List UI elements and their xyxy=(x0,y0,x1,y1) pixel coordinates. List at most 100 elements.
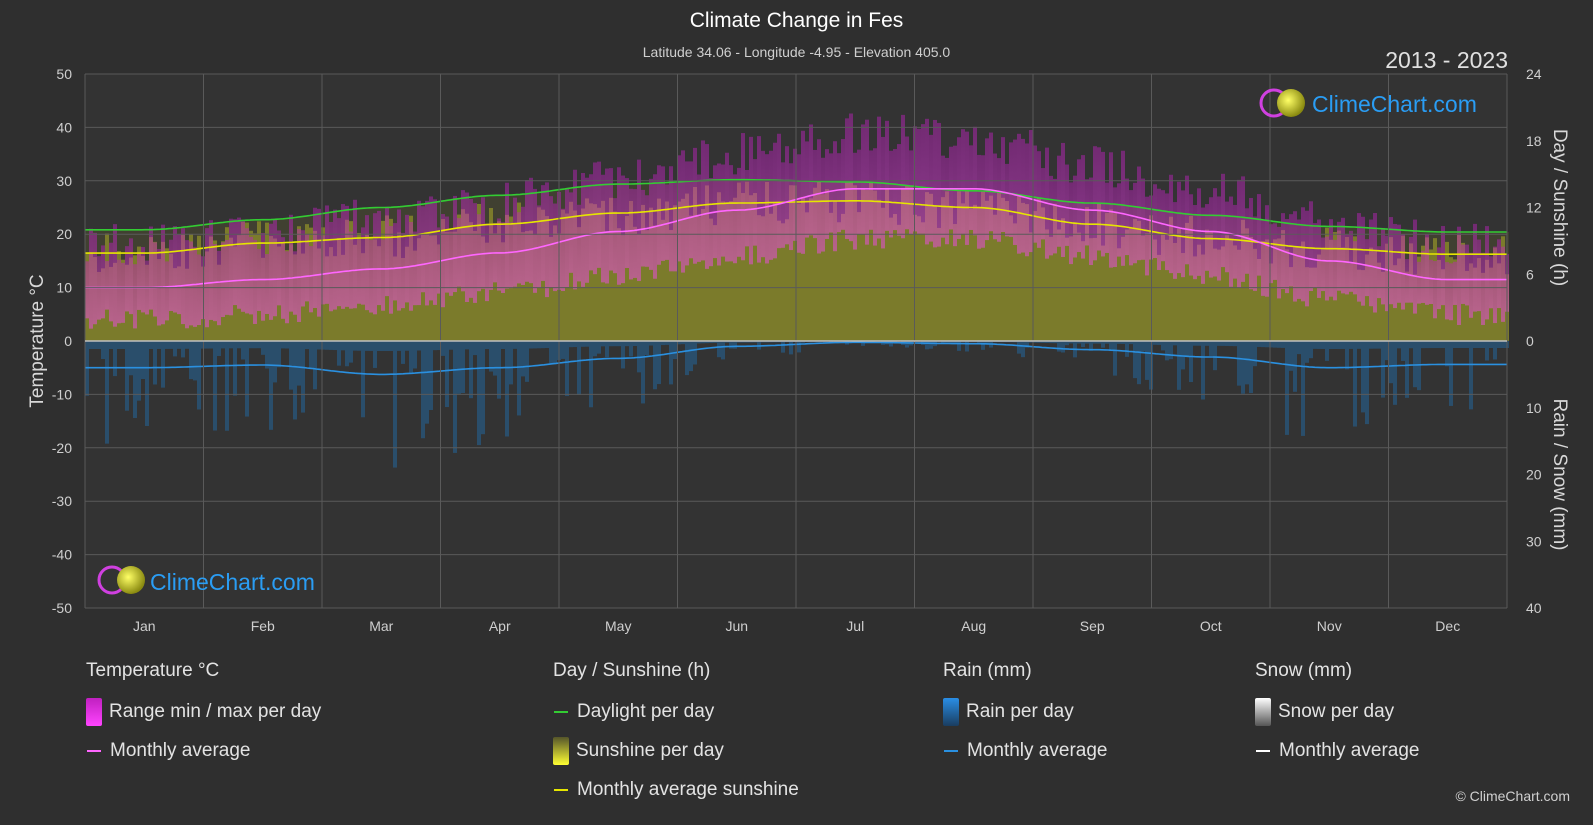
temp-range-bar xyxy=(125,246,129,312)
temp-range-bar xyxy=(1389,217,1393,305)
temp-range-bar xyxy=(521,206,525,285)
rain-bar xyxy=(433,341,437,351)
rain-bar xyxy=(725,341,729,343)
temp-range-bar xyxy=(1397,224,1401,303)
temp-range-bar xyxy=(621,175,625,284)
temp-range-bar xyxy=(1001,137,1005,232)
rain-bar xyxy=(585,341,589,347)
temp-range-bar xyxy=(869,150,873,230)
sunshine-bar xyxy=(673,205,677,341)
temp-range-bar xyxy=(1109,152,1113,268)
temp-range-bar xyxy=(1209,197,1213,278)
temp-range-bar xyxy=(1249,197,1253,290)
sunshine-bar xyxy=(885,188,889,341)
temp-range-bar xyxy=(873,148,877,246)
right-hours-tick-label: 0 xyxy=(1526,333,1534,349)
temp-range-bar xyxy=(1385,235,1389,312)
rain-bar xyxy=(1345,341,1349,370)
rain-bar xyxy=(1397,341,1401,349)
sunshine-bar xyxy=(1065,237,1069,341)
temp-range-bar xyxy=(1297,219,1301,299)
temp-range-bar xyxy=(1309,201,1313,292)
temp-range-bar xyxy=(137,252,141,310)
rain-bar xyxy=(237,341,241,349)
temp-range-bar xyxy=(313,207,317,309)
rain-bar xyxy=(553,341,557,364)
temp-range-bar xyxy=(1101,151,1105,257)
rain-bar xyxy=(1441,341,1445,349)
sunshine-bar xyxy=(729,201,733,341)
sunshine-bar xyxy=(1185,222,1189,341)
sunshine-bar xyxy=(1101,245,1105,341)
temp-range-bar xyxy=(1237,179,1241,288)
temp-range-bar xyxy=(1013,139,1017,245)
month-label: Nov xyxy=(1317,618,1342,634)
rain-bar xyxy=(253,341,257,349)
sunshine-bar xyxy=(1105,212,1109,341)
sunshine-bar xyxy=(817,181,821,341)
month-label: Dec xyxy=(1435,618,1460,634)
temp-range-bar xyxy=(1425,233,1429,305)
sunshine-bar xyxy=(521,232,525,341)
right-mm-tick-label: 20 xyxy=(1526,467,1542,483)
rain-bar xyxy=(305,341,309,350)
temp-range-bar xyxy=(657,165,661,265)
sunshine-bar xyxy=(1121,236,1125,341)
temp-range-bar xyxy=(681,150,685,273)
temp-range-bar xyxy=(1429,259,1433,305)
rain-bar xyxy=(981,341,985,350)
temp-range-bar xyxy=(177,234,181,315)
temp-range-bar xyxy=(321,235,325,305)
rain-bar xyxy=(1253,341,1257,367)
sunshine-bar xyxy=(1213,248,1217,341)
temp-range-bar xyxy=(1325,236,1329,301)
sunshine-bar xyxy=(1269,263,1273,341)
temp-range-bar xyxy=(553,203,557,292)
rain-bar xyxy=(1173,341,1177,346)
temp-range-bar xyxy=(889,150,893,238)
temp-range-bar xyxy=(317,208,321,317)
rain-bar xyxy=(673,341,677,360)
temp-range-bar xyxy=(1041,168,1045,240)
temp-range-bar xyxy=(1477,239,1481,312)
rain-bar xyxy=(1425,341,1429,349)
rain-bar xyxy=(1093,341,1097,344)
temp-range-bar xyxy=(537,205,541,288)
sunshine-bar xyxy=(969,208,973,341)
sunshine-bar xyxy=(1405,271,1409,341)
sunshine-bar xyxy=(949,205,953,341)
sunshine-bar xyxy=(733,197,737,341)
sunshine-bar xyxy=(873,190,877,341)
temp-range-bar xyxy=(685,161,689,266)
rain-bar xyxy=(689,341,693,372)
rain-bar xyxy=(405,341,409,351)
temp-range-bar xyxy=(357,238,361,304)
rain-bar xyxy=(353,341,357,351)
sunshine-bar xyxy=(985,200,989,341)
temp-range-bar xyxy=(1189,194,1193,276)
temp-range-bar xyxy=(993,153,997,240)
temp-range-bar xyxy=(1373,213,1377,313)
logo-sun-icon xyxy=(1277,89,1305,117)
temp-range-bar xyxy=(1053,178,1057,254)
temp-range-bar xyxy=(1433,260,1437,319)
rain-bar xyxy=(1129,341,1133,345)
temp-range-bar xyxy=(1133,182,1137,264)
sunshine-bar xyxy=(781,223,785,341)
temp-range-bar xyxy=(977,154,981,249)
temp-range-bar xyxy=(805,141,809,238)
rain-bar xyxy=(513,341,517,349)
rain-bar xyxy=(1197,341,1201,346)
temp-range-bar xyxy=(1017,133,1021,254)
rain-bar xyxy=(697,341,701,344)
temp-range-bar xyxy=(1409,236,1413,303)
temp-range-bar xyxy=(709,178,713,267)
rain-bar xyxy=(457,341,461,394)
sunshine-bar xyxy=(1173,242,1177,341)
temp-range-bar xyxy=(1089,177,1093,266)
temp-range-bar xyxy=(645,195,649,267)
temp-range-bar xyxy=(169,239,173,311)
rain-bar xyxy=(1189,341,1193,383)
temp-range-bar xyxy=(565,188,569,287)
rain-bar xyxy=(221,341,225,349)
